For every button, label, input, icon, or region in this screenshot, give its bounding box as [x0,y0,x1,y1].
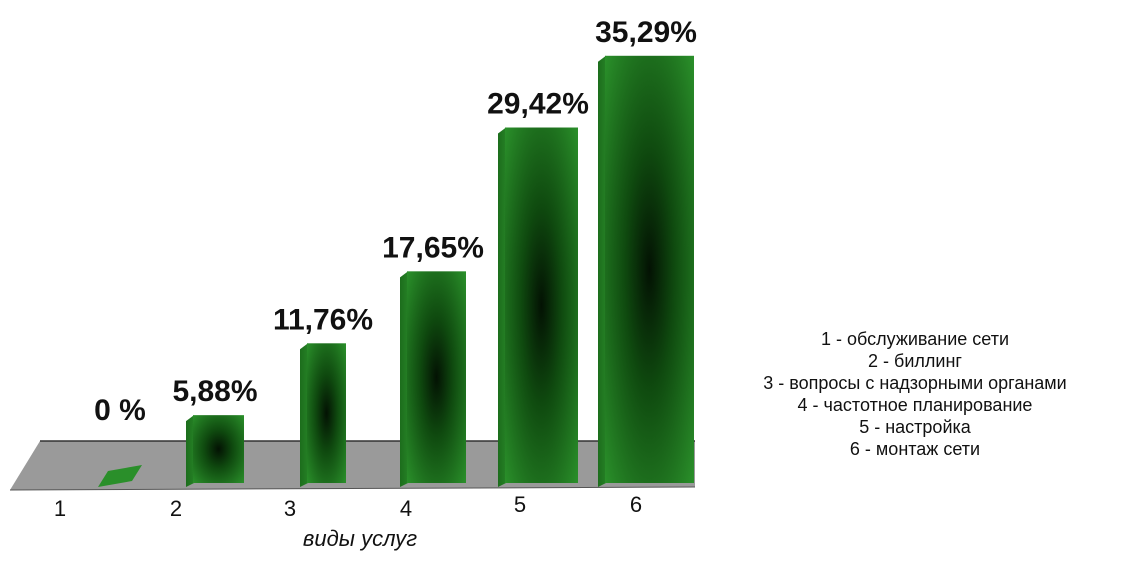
bar-3 [300,343,346,487]
category-label-6: 6 [630,492,642,517]
category-label-3: 3 [284,496,296,521]
legend-item-1: 1 - обслуживание сети [820,329,1009,349]
bar-front-3 [307,343,346,483]
category-label-4: 4 [400,496,412,521]
value-label-4: 17,65% [382,231,484,264]
category-label-5: 5 [514,492,526,517]
value-label-5: 29,42% [487,88,589,121]
legend-item-4: 4 - частотное планирование [797,395,1033,415]
bar-side-3 [300,343,308,487]
bar-front-4 [407,271,466,483]
legend-item-5: 5 - настройка [859,417,971,437]
bar-front-5 [505,127,578,484]
category-label-1: 1 [54,496,66,521]
value-label-3: 11,76% [273,303,373,336]
bar-4 [400,271,466,487]
x-axis-title: виды услуг [302,526,418,551]
floor-front-edge [9,486,696,491]
value-label-6: 35,29% [595,16,697,49]
bar-6 [598,55,694,487]
bar-front-6 [605,55,694,483]
legend-item-6: 6 - монтаж сети [849,439,981,459]
value-label-1: 0 % [94,394,146,427]
bar-chart: 0 % 1 5,88% 2 11,76% 3 17,65% 4 29,42% 5 35,29% 6 [9,16,697,521]
value-label-2: 5,88% [172,375,257,408]
legend: 1 - обслуживание сети 2 - биллинг 3 - вопр… [700,328,1130,460]
category-label-2: 2 [170,496,182,521]
bar-2 [186,415,244,487]
bar-side-2 [186,415,194,487]
bar-side-6 [598,55,606,487]
legend-item-2: 2 - биллинг [868,351,962,371]
bar-side-5 [498,127,506,488]
bar-front-2 [193,415,244,483]
bar-5 [498,127,578,488]
bar-side-4 [400,271,408,487]
legend-item-3: 3 - вопросы с надзорными органами [763,373,1067,393]
bar-1 [98,465,142,487]
